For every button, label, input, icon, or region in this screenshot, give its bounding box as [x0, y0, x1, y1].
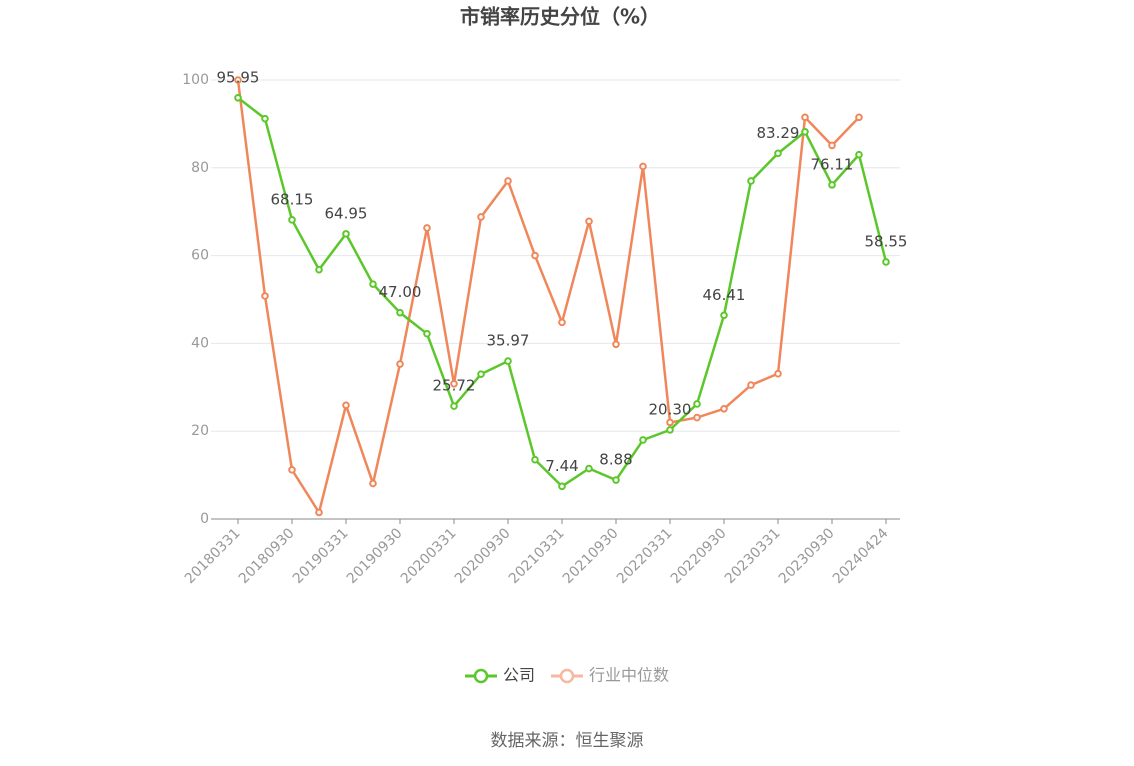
point: [288, 466, 296, 474]
point: [423, 224, 431, 232]
x-tick-label: 20230930: [776, 525, 838, 587]
x-tick-label: 20200930: [452, 525, 514, 587]
x-tick-label: 20180930: [236, 525, 298, 587]
point: [477, 370, 485, 378]
point: [612, 476, 620, 484]
point: [342, 401, 350, 410]
point: [288, 216, 296, 224]
legend-item[interactable]: 行业中位数: [551, 666, 669, 685]
point: [369, 479, 377, 488]
x-tick-label: 20190930: [344, 525, 406, 587]
point: [774, 149, 782, 158]
legend-label: 行业中位数: [589, 666, 669, 685]
data-label: 46.41: [703, 286, 746, 304]
point: [504, 357, 512, 365]
point: [423, 329, 431, 338]
data-label: 68.15: [271, 190, 314, 208]
series-line: [237, 96, 888, 488]
point: [828, 141, 836, 150]
y-tick-label: 100: [182, 72, 209, 88]
y-tick-label: 20: [191, 423, 209, 439]
point: [234, 76, 242, 84]
legend-marker: [559, 668, 575, 684]
point: [477, 213, 485, 221]
data-label: 25.72: [433, 377, 476, 395]
point: [801, 128, 809, 136]
point: [261, 292, 269, 300]
x-tick-label: 20210930: [560, 525, 622, 587]
point: [450, 379, 458, 388]
x-tick-label: 20190331: [290, 525, 352, 587]
point: [693, 413, 701, 422]
legend-marker: [473, 668, 489, 684]
data-label: 95.95: [217, 68, 260, 86]
x-tick-label: 20220930: [668, 525, 730, 587]
data-label: 20.30: [649, 400, 692, 418]
data-label: 35.97: [487, 332, 530, 350]
point: [369, 280, 377, 288]
y-tick-label: 40: [191, 335, 209, 351]
point: [261, 114, 269, 123]
y-tick-label: 60: [191, 248, 209, 264]
point: [315, 508, 323, 517]
x-tick-label: 20220331: [614, 525, 676, 587]
point: [558, 482, 566, 491]
legend-item[interactable]: 公司: [465, 666, 535, 685]
point: [315, 265, 323, 274]
y-tick-label: 80: [191, 160, 209, 176]
data-label: 83.29: [757, 124, 800, 142]
point: [585, 217, 593, 226]
x-tick-label: 20230331: [722, 525, 784, 587]
point: [504, 177, 512, 185]
series-line: [236, 79, 860, 516]
point: [558, 318, 566, 327]
point: [396, 308, 404, 317]
data-label: 58.55: [865, 232, 908, 250]
point: [828, 181, 836, 189]
point: [747, 381, 755, 389]
source-note: 数据来源：恒生聚源: [491, 731, 644, 751]
point: [747, 177, 755, 185]
point: [801, 113, 809, 122]
point: [855, 113, 863, 122]
x-tick-label: 20200331: [398, 525, 460, 587]
point: [234, 93, 242, 102]
point: [585, 464, 593, 473]
data-label: 8.88: [599, 451, 632, 469]
data-label: 7.44: [545, 457, 578, 475]
point: [666, 426, 674, 434]
point: [639, 162, 647, 171]
point: [342, 230, 350, 238]
data-label: 64.95: [325, 204, 368, 222]
legend-label: 公司: [503, 666, 535, 685]
data-label: 76.11: [811, 155, 854, 173]
point: [612, 340, 620, 349]
x-tick-label: 20210331: [506, 525, 568, 587]
point: [396, 360, 404, 368]
point: [531, 251, 539, 260]
point: [450, 402, 458, 410]
y-tick-label: 0: [200, 511, 209, 527]
point: [720, 405, 728, 413]
point: [882, 258, 890, 266]
point: [531, 455, 539, 464]
point: [720, 311, 728, 320]
chart-title: 市销率历史分位（%）: [460, 5, 660, 29]
point: [639, 436, 647, 444]
point: [855, 150, 863, 159]
point: [774, 369, 782, 378]
data-label: 47.00: [379, 283, 422, 301]
x-tick-label: 20180331: [182, 525, 244, 587]
point: [693, 400, 701, 408]
point: [666, 418, 674, 427]
x-tick-label: 20240424: [830, 525, 892, 587]
